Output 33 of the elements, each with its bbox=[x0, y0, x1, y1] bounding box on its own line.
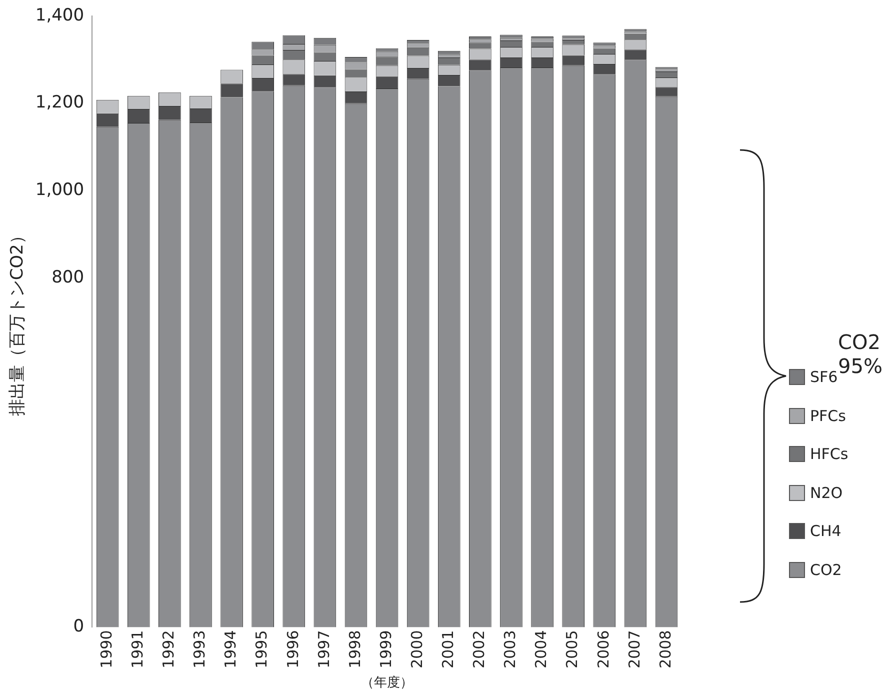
legend-label: PFCs bbox=[810, 406, 846, 425]
legend-label: CO2 bbox=[810, 560, 842, 579]
x-tick-label: 2006 bbox=[594, 630, 612, 668]
x-tick-label: 2002 bbox=[470, 630, 488, 668]
x-tick-label: 1998 bbox=[346, 630, 364, 668]
legend-label: CH4 bbox=[810, 522, 842, 540]
x-tick-label: 1992 bbox=[160, 630, 178, 668]
x-tick-label: 2000 bbox=[408, 630, 426, 668]
x-tick-label: 1993 bbox=[190, 630, 209, 668]
x-tick-label: 1995 bbox=[252, 630, 271, 668]
x-tick-label: 1991 bbox=[128, 630, 147, 668]
y-tick-label: 800 bbox=[52, 267, 84, 288]
y-axis-title: 排出量（百万トンCO2） bbox=[8, 227, 28, 416]
x-tick-label: 1999 bbox=[376, 630, 395, 668]
x-tick-label: 1994 bbox=[222, 630, 240, 668]
x-tick-label: 2001 bbox=[439, 630, 458, 668]
x-tick-label: 1996 bbox=[284, 630, 302, 668]
y-tick-label: 1,200 bbox=[35, 92, 84, 113]
x-tick-label: 2003 bbox=[501, 630, 520, 668]
y-tick-label: 1,400 bbox=[35, 5, 84, 26]
y-tick-label: 0 bbox=[73, 616, 84, 637]
x-tick-label: 2004 bbox=[532, 630, 550, 668]
x-tick-label: 1997 bbox=[314, 630, 333, 668]
x-tick-label: 2008 bbox=[656, 630, 674, 668]
text: CO2 95% bbox=[838, 330, 884, 378]
x-axis-title: （年度） bbox=[361, 674, 414, 691]
x-tick-label: 2005 bbox=[563, 630, 582, 668]
legend-label: SF6 bbox=[810, 368, 838, 386]
legend-label: HFCs bbox=[810, 445, 848, 464]
x-tick-label: 1990 bbox=[97, 630, 116, 668]
x-tick-label: 2007 bbox=[625, 630, 644, 668]
y-tick-label: 1,000 bbox=[35, 180, 84, 200]
legend-label: N2O bbox=[810, 484, 843, 502]
